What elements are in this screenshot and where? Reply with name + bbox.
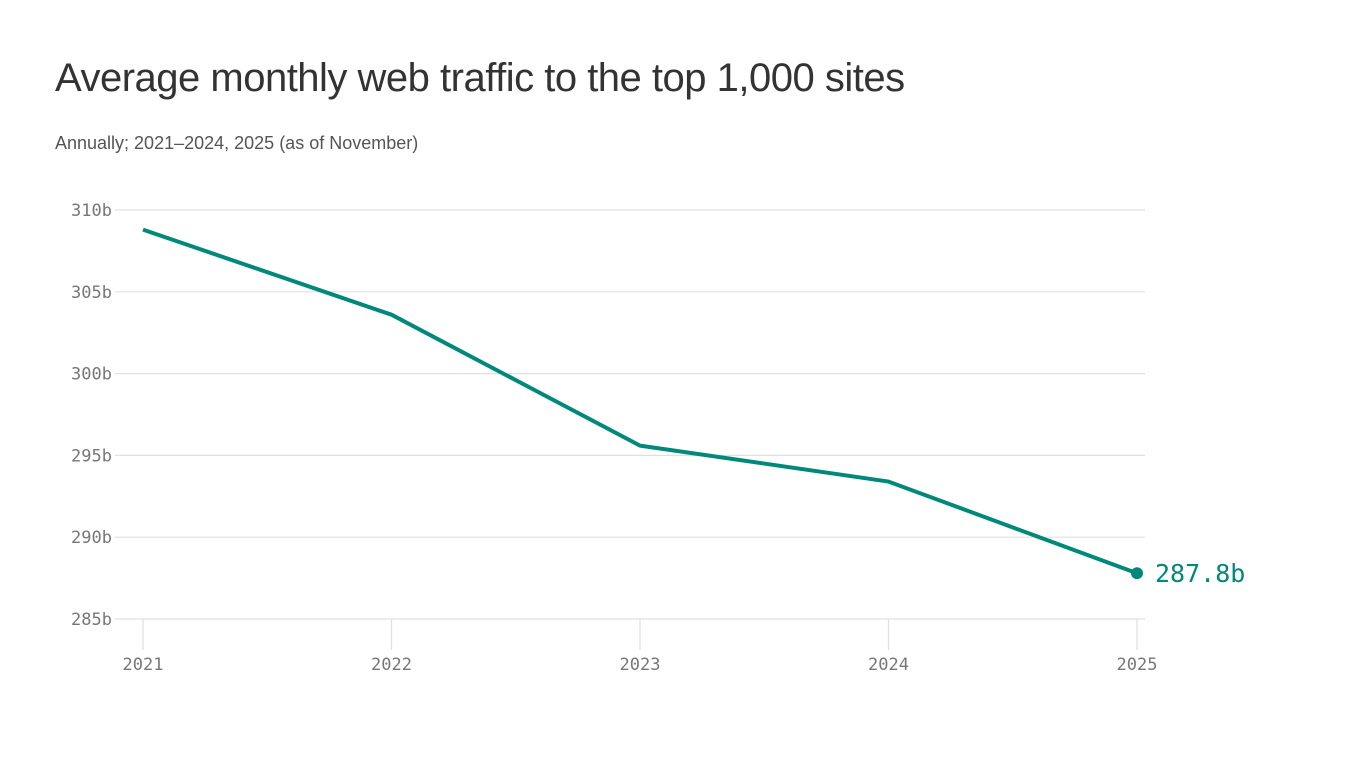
y-tick-label: 295b xyxy=(71,446,112,466)
chart-subtitle: Annually; 2021–2024, 2025 (as of Novembe… xyxy=(55,133,419,153)
y-tick-label: 305b xyxy=(71,283,112,303)
x-tick-label: 2025 xyxy=(1117,655,1158,675)
x-tick-label: 2021 xyxy=(123,655,164,675)
data-point xyxy=(1131,567,1143,580)
series-line xyxy=(142,227,1138,576)
x-tick-label: 2023 xyxy=(620,655,661,675)
y-tick-label: 290b xyxy=(71,528,112,548)
y-tick-label: 285b xyxy=(71,610,112,630)
chart-title: Average monthly web traffic to the top 1… xyxy=(55,56,905,100)
x-tick-label: 2022 xyxy=(371,655,412,675)
y-tick-label: 300b xyxy=(71,365,112,385)
x-tick-label: 2024 xyxy=(868,655,909,675)
end-value-label: 287.8b xyxy=(1155,559,1245,588)
y-tick-label: 310b xyxy=(71,201,112,221)
